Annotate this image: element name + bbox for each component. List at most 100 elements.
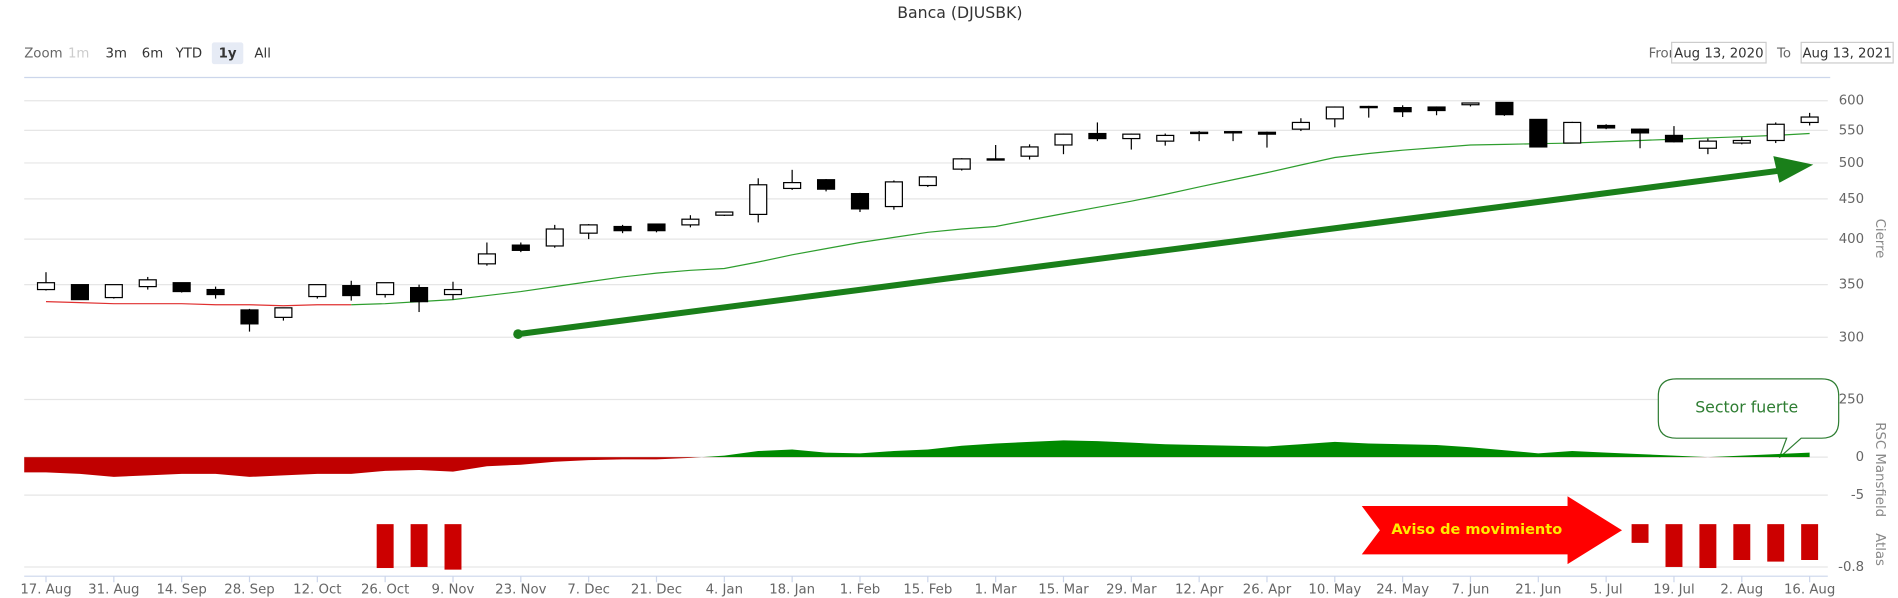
candle-body [749,184,768,216]
candle-body [409,286,429,303]
bar [444,524,462,570]
rsc-area-negative [24,457,702,477]
trend-arrow-head [1773,156,1814,183]
y-tick-label: 550 [1839,123,1864,138]
candle-body [1427,106,1446,112]
zoom-button[interactable]: 6m [142,46,163,61]
candle-body [172,282,191,293]
candle-body [1630,128,1650,134]
from-value: Aug 13, 2020 [1674,46,1763,61]
candle-body [986,158,1005,161]
candle-body [1800,116,1819,124]
candle-body [545,228,564,247]
candle-body [647,223,666,232]
candle-body [274,307,293,318]
candle-body [1393,107,1412,113]
y-tick-label: 400 [1839,232,1864,247]
x-tick-label: 24. May [1376,583,1429,598]
candle-body [308,284,327,298]
x-tick-label: 10. May [1308,583,1361,598]
x-tick-label: 18. Jan [769,583,815,598]
zoom-button: 1m [68,46,89,61]
trend-arrow [517,167,1780,338]
x-tick-label: 29. Mar [1106,583,1157,598]
candle-body [342,285,361,297]
y-tick-label: 600 [1839,94,1864,109]
x-tick-label: 15. Mar [1038,583,1089,598]
candle-body [613,225,632,232]
x-tick-label: 16. Aug [1784,583,1835,598]
x-tick-label: 12. Apr [1175,583,1224,598]
bar [1665,524,1683,567]
y-axis-title: RSC Mansfield [1872,422,1887,517]
zoom-button[interactable]: YTD [175,46,202,61]
candle-body [104,284,123,299]
x-tick-label: 23. Nov [495,583,546,598]
candle-body [1359,105,1378,109]
bar [1733,524,1751,561]
candle-body [70,284,89,301]
x-tick-label: 26. Apr [1243,583,1292,598]
candle-body [1257,131,1277,135]
candle-body [1054,133,1073,146]
candle-body [1020,146,1039,157]
bar [1801,524,1819,561]
candle-body [918,176,937,187]
x-tick-label: 7. Dec [567,583,610,598]
callout-text: Sector fuerte [1695,397,1798,416]
candle-body [1325,106,1344,120]
moving-average [351,132,1810,306]
candle-body [1156,134,1175,142]
y-tick-label: -0.8 [1838,560,1864,575]
x-tick-label: 7. Jun [1452,583,1490,598]
bar [1699,524,1717,569]
from-input[interactable] [1671,41,1767,64]
y-tick-label: 250 [1839,392,1864,407]
y-axis-title: Atlas [1872,533,1887,566]
x-tick-label: 2. Aug [1720,583,1763,598]
bar [410,524,428,567]
zoom-label: Zoom [24,46,62,61]
bar [376,524,394,569]
candle-body [850,193,870,210]
candle-body [206,288,225,296]
x-tick-label: 17. Aug [20,583,71,598]
y-tick-label: 0 [1856,450,1864,465]
candle-body [715,211,734,216]
rsc-area-positive [24,440,1810,458]
candle-body [443,288,463,296]
x-tick-label: 19. Jul [1653,583,1694,598]
x-tick-label: 9. Nov [432,583,475,598]
candle-body [1732,139,1751,144]
candle-body [579,224,598,234]
signal-arrow [1361,496,1623,565]
zoom-button-bg [211,42,244,65]
candle-body [952,158,971,170]
zoom-button[interactable]: 1y [219,46,237,61]
candle-body [884,181,903,208]
to-label: To [1776,46,1791,61]
y-axis-title: Cierre [1872,219,1887,259]
x-tick-label: 5. Jul [1590,583,1623,598]
candle-body [1088,132,1107,140]
candle-body [511,244,530,251]
candle-body [1529,118,1548,148]
x-tick-label: 4. Jan [706,583,743,598]
bar [1767,524,1785,562]
y-tick-label: 350 [1839,278,1864,293]
candle-body [1495,101,1514,116]
x-tick-label: 21. Dec [631,583,682,598]
candle-body [1698,140,1717,149]
candle-body [36,282,56,291]
to-input[interactable] [1800,41,1894,64]
zoom-button[interactable]: 3m [105,46,126,61]
x-tick-label: 31. Aug [88,583,139,598]
candle-body [1190,131,1209,135]
y-tick-label: 450 [1839,192,1864,207]
bar [1631,524,1649,543]
x-tick-label: 21. Jun [1515,583,1561,598]
x-tick-label: 26. Oct [361,583,409,598]
x-tick-label: 14. Sep [156,583,206,598]
zoom-button[interactable]: All [254,46,271,61]
